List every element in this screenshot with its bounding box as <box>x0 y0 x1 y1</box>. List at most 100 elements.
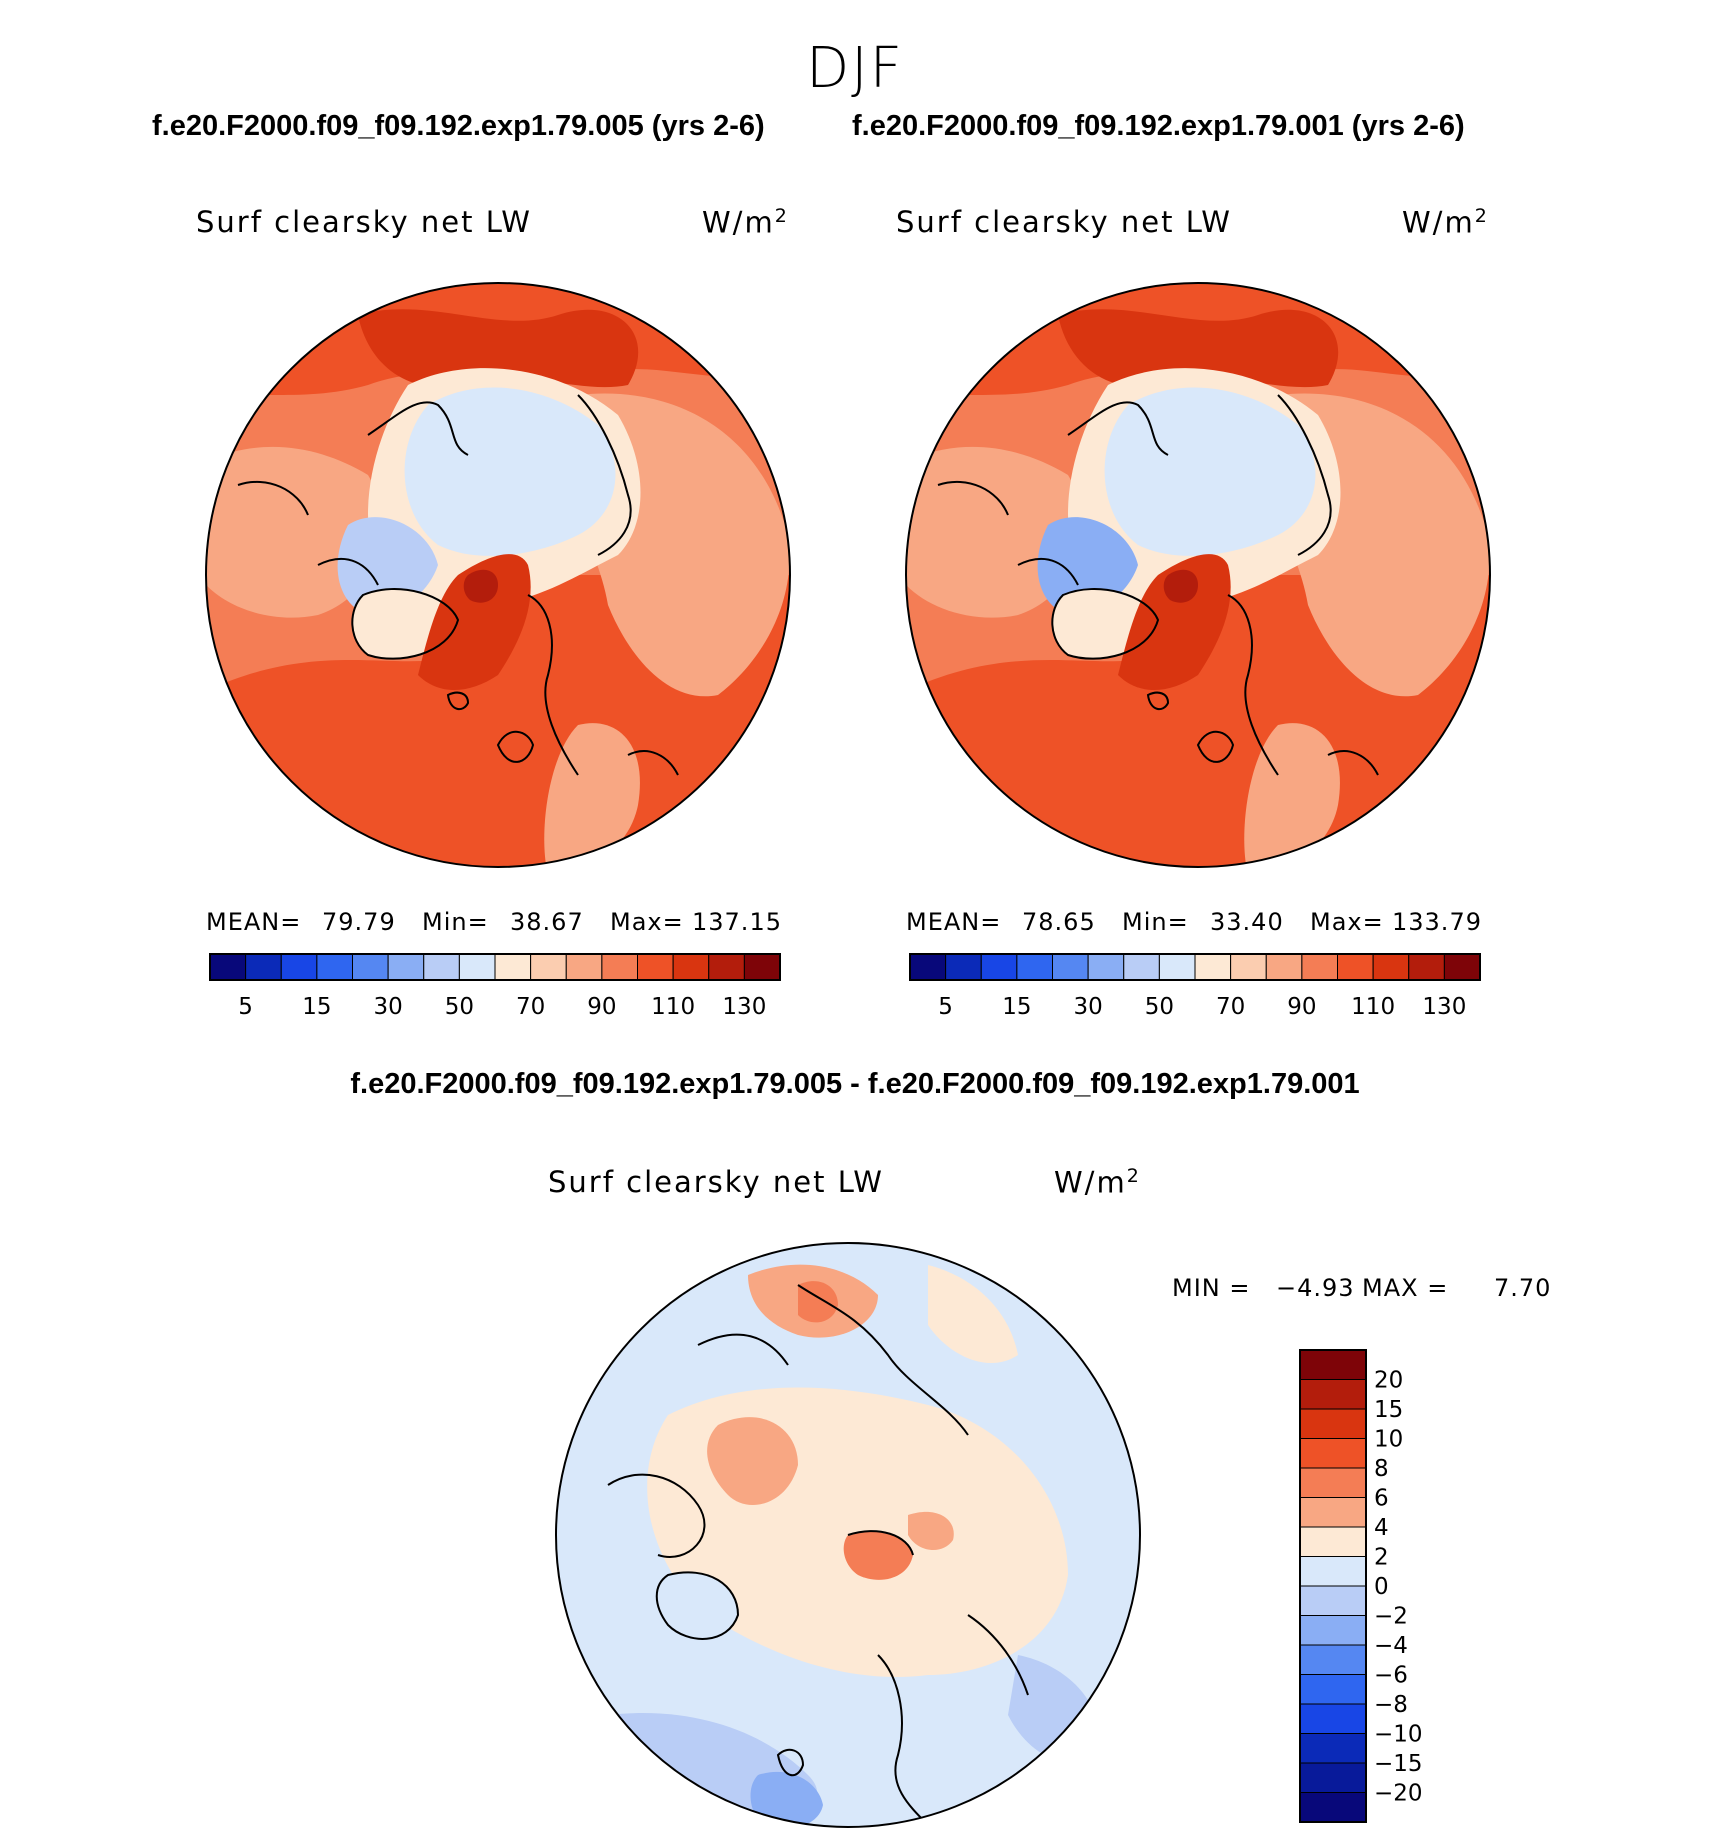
diff-units-label: W/m2 <box>1054 1165 1141 1200</box>
field-region-north-america <box>206 446 382 618</box>
left-polar-map <box>205 282 791 868</box>
colorbar-swatch <box>1265 953 1303 981</box>
coastline <box>967 1614 1029 1696</box>
colorbar-tick-label: 0 <box>1374 1574 1389 1600</box>
colorbar-swatch <box>352 953 389 981</box>
colorbar-tick-label: −6 <box>1374 1663 1408 1689</box>
field-region-kara <box>908 1511 954 1551</box>
colorbar-tick-label: −20 <box>1374 1781 1423 1807</box>
right-variable-label: Surf clearsky net LW <box>896 205 1232 239</box>
colorbar-swatch <box>1372 953 1410 981</box>
colorbar-frame <box>209 953 781 981</box>
colorbar-tick-label: 70 <box>516 994 545 1020</box>
coastline <box>697 1333 789 1366</box>
colorbar-swatch <box>1299 1585 1367 1616</box>
colorbar-swatch <box>1299 1379 1367 1410</box>
field-region-arctic-ocean <box>1104 387 1316 556</box>
colorbar-swatch <box>1299 1349 1367 1380</box>
colorbar-swatch <box>1052 953 1089 981</box>
left-max-label: Max= <box>610 908 684 936</box>
colorbar-tick-label: −10 <box>1374 1722 1423 1748</box>
colorbar-tick-label: 110 <box>651 994 695 1020</box>
colorbar-swatch <box>637 953 674 981</box>
colorbar-swatch <box>1299 1674 1367 1705</box>
colorbar-tick-label: 90 <box>587 994 616 1020</box>
left-min-value: 38.67 <box>510 908 584 936</box>
coastline <box>607 1473 706 1558</box>
left-variable-label: Surf clearsky net LW <box>196 205 532 239</box>
right-units-label: W/m2 <box>1402 205 1489 240</box>
left-units-label: W/m2 <box>702 205 789 240</box>
colorbar-swatch <box>1301 953 1338 981</box>
colorbar-swatch <box>1016 953 1053 981</box>
colorbar-swatch <box>1299 1792 1367 1823</box>
colorbar-tick-label: 8 <box>1374 1456 1389 1482</box>
difference-polar-map <box>555 1242 1141 1828</box>
colorbar-tick-label: 15 <box>1002 994 1031 1020</box>
colorbar-tick-label: 70 <box>1216 994 1245 1020</box>
colorbar-swatch <box>743 953 781 981</box>
right-colorbar: 5 15 30 50 70 90 110 130 <box>909 953 1481 1020</box>
colorbar-swatch <box>316 953 353 981</box>
diff-max-value: 7.70 <box>1494 1274 1552 1302</box>
colorbar-tick-label: 15 <box>1374 1397 1403 1423</box>
colorbar-tick-label: 4 <box>1374 1515 1389 1541</box>
colorbar-tick-label: −15 <box>1374 1751 1423 1777</box>
coastline <box>937 480 1009 516</box>
colorbar-tick-label: 15 <box>302 994 331 1020</box>
coastline <box>577 394 632 556</box>
coastline <box>446 691 470 711</box>
field-region-norwegian-sea <box>1118 554 1231 690</box>
right-max-value: 133.79 <box>1392 908 1482 936</box>
colorbar-tick-label: 50 <box>1145 994 1174 1020</box>
left-max-value: 137.15 <box>692 908 782 936</box>
coastline <box>527 594 579 776</box>
colorbar-swatch <box>1299 1703 1367 1734</box>
right-min-value: 33.40 <box>1210 908 1284 936</box>
coastline <box>776 1748 805 1777</box>
right-min-label: Min= <box>1122 908 1189 936</box>
colorbar-swatch <box>1194 953 1232 981</box>
coastline <box>367 401 469 456</box>
season-title: DJF <box>806 36 904 101</box>
colorbar-tick-label: 2 <box>1374 1545 1389 1571</box>
colorbar-swatch <box>494 953 532 981</box>
left-min-label: Min= <box>422 908 489 936</box>
field-region-bering <box>1058 309 1339 388</box>
field-region-north-america <box>906 446 1082 618</box>
field-region-greenland-negative <box>656 1572 738 1639</box>
field-region-barents-max <box>463 569 498 603</box>
field-region-arctic-ocean <box>404 387 616 556</box>
left-mean-label: MEAN= <box>206 908 302 936</box>
colorbar-swatch <box>1087 953 1125 981</box>
coastline <box>627 750 679 776</box>
colorbar-tick-label: 130 <box>1422 994 1466 1020</box>
right-mean-value: 78.65 <box>1022 908 1096 936</box>
colorbar-frame <box>1299 1349 1367 1823</box>
coastline <box>237 480 309 516</box>
coastline <box>496 730 535 763</box>
colorbar-swatch <box>1408 953 1445 981</box>
colorbar-swatch <box>1158 953 1196 981</box>
colorbar-swatch <box>1299 1438 1367 1469</box>
field-region-norwegian-sea <box>418 554 531 690</box>
colorbar-swatch <box>1337 953 1374 981</box>
right-mean-label: MEAN= <box>906 908 1002 936</box>
colorbar-tick-label: −2 <box>1374 1604 1408 1630</box>
left-colorbar: 5 15 30 50 70 90 110 130 <box>209 953 781 1020</box>
colorbar-tick-label: 110 <box>1351 994 1395 1020</box>
field-region-barents-max <box>843 1531 913 1580</box>
difference-title: f.e20.F2000.f09_f09.192.exp1.79.005 - f.… <box>350 1068 1360 1100</box>
field-region-alaska <box>928 1265 1018 1364</box>
colorbar-swatch <box>1299 1467 1367 1498</box>
colorbar-tick-label: 50 <box>445 994 474 1020</box>
colorbar-swatch <box>565 953 603 981</box>
left-panel-title: f.e20.F2000.f09_f09.192.exp1.79.005 (yrs… <box>152 110 765 142</box>
map-boundary <box>205 282 791 868</box>
field-region-bering <box>358 309 639 388</box>
colorbar-frame <box>909 953 1481 981</box>
colorbar-swatch <box>245 953 282 981</box>
colorbar-swatch <box>1443 953 1481 981</box>
diff-min-label: MIN = <box>1172 1274 1251 1302</box>
